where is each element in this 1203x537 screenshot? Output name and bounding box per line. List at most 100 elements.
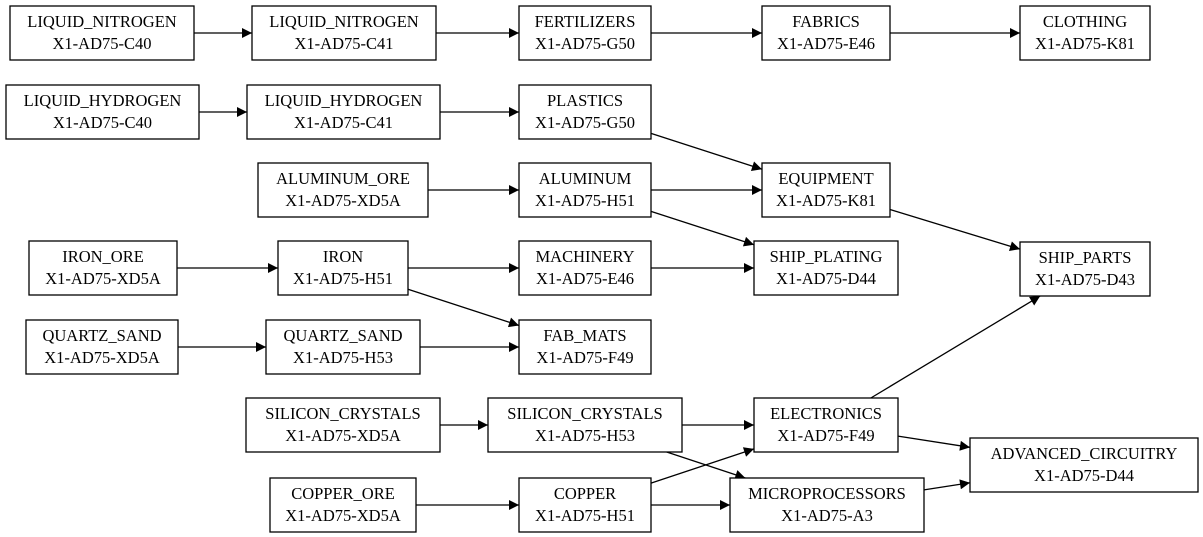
node-box <box>25 319 179 375</box>
node-code: X1-AD75-XD5A <box>285 426 401 445</box>
edge-elec-f49-to-adv-d44 <box>897 435 971 451</box>
node-liquid-hydrogen-x1-ad75-c40: LIQUID_HYDROGEN X1-AD75-C40 <box>5 84 200 140</box>
node-name: COPPER_ORE <box>291 484 395 503</box>
node-box <box>518 162 652 218</box>
node-fab-mats-x1-ad75-f49: FAB_MATS X1-AD75-F49 <box>518 319 652 375</box>
node-copper-ore-x1-ad75-xd5a: COPPER_ORE X1-AD75-XD5A <box>269 477 417 533</box>
edge-elec-f49-to-shipparts-d43 <box>870 295 1041 399</box>
node-name: FAB_MATS <box>543 326 626 345</box>
edge-cu-h51-to-elec-f49 <box>650 447 755 484</box>
node-iron-ore-x1-ad75-xd5a: IRON_ORE X1-AD75-XD5A <box>28 240 178 296</box>
node-iron-x1-ad75-h51: IRON X1-AD75-H51 <box>277 240 409 296</box>
nodes-layer: LIQUID_NITROGENX1-AD75-C40LIQUID_NITROGE… <box>5 5 1199 533</box>
node-name: COPPER <box>554 484 616 503</box>
node-box <box>518 84 652 140</box>
node-name: SILICON_CRYSTALS <box>507 404 662 423</box>
node-box <box>729 477 925 533</box>
node-quartz-sand-x1-ad75-xd5a: QUARTZ_SAND X1-AD75-XD5A <box>25 319 179 375</box>
node-silicon-crystals-x1-ad75-h53: SILICON_CRYSTALS X1-AD75-H53 <box>487 397 683 453</box>
edge-equip-k81-to-shipparts-d43 <box>889 208 1021 252</box>
node-box <box>28 240 178 296</box>
node-name: PLASTICS <box>547 91 623 110</box>
node-code: X1-AD75-F49 <box>536 348 633 367</box>
node-name: ALUMINUM_ORE <box>276 169 410 188</box>
node-name: LIQUID_HYDROGEN <box>265 91 423 110</box>
node-name: IRON_ORE <box>62 247 144 266</box>
node-code: X1-AD75-H51 <box>535 506 635 525</box>
node-code: X1-AD75-D44 <box>776 269 876 288</box>
node-code: X1-AD75-H53 <box>535 426 635 445</box>
node-box <box>761 162 891 218</box>
node-box <box>518 319 652 375</box>
node-box <box>487 397 683 453</box>
node-code: X1-AD75-D44 <box>1034 466 1134 485</box>
node-box <box>246 84 441 140</box>
node-fabrics-x1-ad75-e46: FABRICS X1-AD75-E46 <box>761 5 891 61</box>
node-name: FERTILIZERS <box>535 12 636 31</box>
node-liquid-hydrogen-x1-ad75-c41: LIQUID_HYDROGEN X1-AD75-C41 <box>246 84 441 140</box>
node-equipment-x1-ad75-k81: EQUIPMENT X1-AD75-K81 <box>761 162 891 218</box>
node-code: X1-AD75-H51 <box>293 269 393 288</box>
node-box <box>277 240 409 296</box>
edge-micro-a3-to-adv-d44 <box>923 479 971 491</box>
node-clothing-x1-ad75-k81: CLOTHING X1-AD75-K81 <box>1019 5 1151 61</box>
node-box <box>245 397 441 453</box>
node-box <box>1019 241 1151 297</box>
node-plastics-x1-ad75-g50: PLASTICS X1-AD75-G50 <box>518 84 652 140</box>
node-aluminum-x1-ad75-h51: ALUMINUM X1-AD75-H51 <box>518 162 652 218</box>
node-code: X1-AD75-C40 <box>53 34 152 53</box>
node-silicon-crystals-x1-ad75-xd5a: SILICON_CRYSTALS X1-AD75-XD5A <box>245 397 441 453</box>
node-name: ELECTRONICS <box>770 404 882 423</box>
node-name: CLOTHING <box>1043 12 1127 31</box>
node-code: X1-AD75-K81 <box>776 191 876 210</box>
node-code: X1-AD75-F49 <box>777 426 874 445</box>
node-aluminum-ore-x1-ad75-xd5a: ALUMINUM_ORE X1-AD75-XD5A <box>257 162 429 218</box>
node-name: EQUIPMENT <box>778 169 873 188</box>
node-ship-plating-x1-ad75-d44: SHIP_PLATING X1-AD75-D44 <box>753 240 899 296</box>
node-code: X1-AD75-G50 <box>535 34 635 53</box>
node-box <box>753 240 899 296</box>
node-advanced-circuitry-x1-ad75-d44: ADVANCED_CIRCUITRY X1-AD75-D44 <box>969 437 1199 493</box>
node-name: LIQUID_HYDROGEN <box>24 91 182 110</box>
node-code: X1-AD75-E46 <box>777 34 875 53</box>
edge-al-h51-to-plating-d44 <box>650 210 755 247</box>
node-name: LIQUID_NITROGEN <box>269 12 418 31</box>
edge-iron-h51-to-fabmats-f49 <box>407 288 520 328</box>
node-electronics-x1-ad75-f49: ELECTRONICS X1-AD75-F49 <box>753 397 899 453</box>
node-code: X1-AD75-A3 <box>781 506 873 525</box>
node-fertilizers-x1-ad75-g50: FERTILIZERS X1-AD75-G50 <box>518 5 652 61</box>
node-box <box>518 5 652 61</box>
node-box <box>518 477 652 533</box>
node-code: X1-AD75-XD5A <box>285 506 401 525</box>
node-name: SHIP_PLATING <box>770 247 883 266</box>
node-code: X1-AD75-C41 <box>295 34 394 53</box>
node-machinery-x1-ad75-e46: MACHINERY X1-AD75-E46 <box>518 240 652 296</box>
node-code: X1-AD75-K81 <box>1035 34 1135 53</box>
node-code: X1-AD75-D43 <box>1035 270 1135 289</box>
edges-layer <box>177 28 1041 510</box>
node-name: QUARTZ_SAND <box>42 326 161 345</box>
node-name: SHIP_PARTS <box>1039 248 1132 267</box>
node-box <box>257 162 429 218</box>
node-box <box>5 84 200 140</box>
node-name: SILICON_CRYSTALS <box>265 404 420 423</box>
node-box <box>969 437 1199 493</box>
edge-plastics-g50-to-equip-k81 <box>650 132 763 171</box>
node-name: LIQUID_NITROGEN <box>27 12 176 31</box>
node-code: X1-AD75-XD5A <box>285 191 401 210</box>
node-box <box>9 5 195 61</box>
node-name: FABRICS <box>792 12 860 31</box>
node-box <box>761 5 891 61</box>
node-box <box>753 397 899 453</box>
node-box <box>518 240 652 296</box>
node-code: X1-AD75-XD5A <box>45 269 161 288</box>
node-box <box>265 319 421 375</box>
node-liquid-nitrogen-x1-ad75-c40: LIQUID_NITROGEN X1-AD75-C40 <box>9 5 195 61</box>
node-box <box>269 477 417 533</box>
node-name: QUARTZ_SAND <box>283 326 402 345</box>
node-name: IRON <box>323 247 363 266</box>
node-code: X1-AD75-C41 <box>294 113 393 132</box>
node-name: ALUMINUM <box>539 169 632 188</box>
node-name: ADVANCED_CIRCUITRY <box>991 444 1178 463</box>
